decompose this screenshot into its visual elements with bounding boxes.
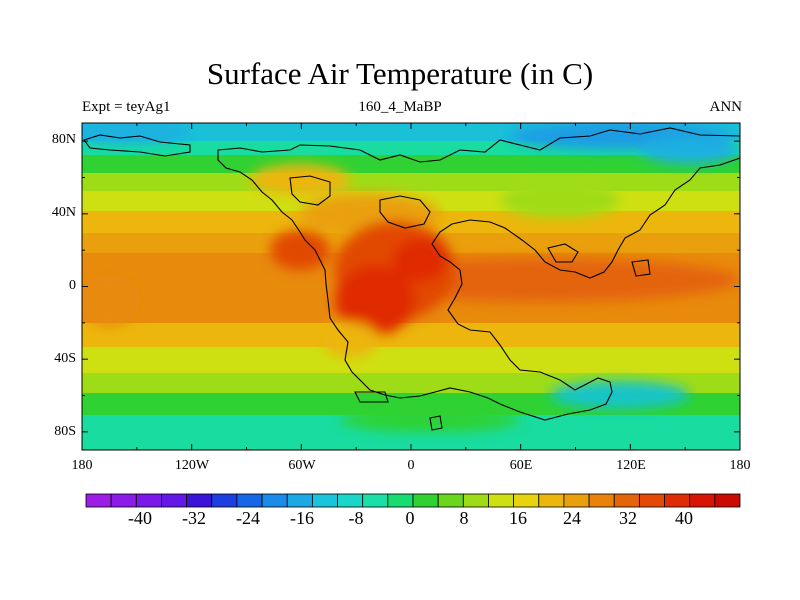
colorbar-label: 0	[405, 508, 415, 528]
season-label: ANN	[709, 99, 743, 115]
coastline-outlines	[83, 127, 740, 431]
north-block	[289, 175, 331, 206]
south-small-island	[429, 415, 443, 431]
south-island	[354, 391, 389, 403]
lat-label-0: 0	[69, 278, 76, 293]
lon-label-180e: 180	[729, 458, 751, 473]
experiment-label: Expt = teyAg1	[82, 99, 171, 115]
east-island	[631, 259, 651, 277]
colorbar-swatch	[638, 493, 665, 508]
central-sea	[379, 195, 431, 229]
lat-label-80n: 80N	[51, 132, 76, 147]
colorbar-swatch	[337, 493, 364, 508]
band-south-amber	[82, 323, 740, 347]
lon-label-60e: 60E	[509, 458, 533, 473]
lat-label-40s: 40S	[54, 351, 76, 366]
lon-label-0: 0	[407, 458, 415, 473]
band-north-green	[82, 155, 740, 173]
colorbar-swatch	[462, 493, 489, 508]
colorbar-swatch	[538, 493, 565, 508]
lat-label-40n: 40N	[51, 205, 76, 220]
colorbar-swatch	[362, 493, 389, 508]
colorbar-swatch	[186, 493, 213, 508]
colorbar-swatch	[236, 493, 263, 508]
colorbar-swatch	[135, 493, 162, 508]
colorbar-label: -32	[182, 508, 206, 528]
colorbar-label: 8	[459, 508, 469, 528]
arctic-island-west	[83, 134, 191, 157]
colorbar-label: 16	[509, 508, 527, 528]
band-south-yellow	[82, 347, 740, 373]
figure-title: Surface Air Temperature (in C)	[206, 56, 594, 91]
colorbar	[85, 493, 741, 508]
colorbar-swatch	[563, 493, 590, 508]
lat-label-80s: 80S	[54, 424, 76, 439]
colorbar-swatch	[387, 493, 414, 508]
colorbar-label: 32	[619, 508, 637, 528]
colorbar-label: 24	[563, 508, 581, 528]
colorbar-label: -40	[128, 508, 152, 528]
colorbar-swatch	[689, 493, 716, 508]
lon-label-60w: 60W	[288, 458, 316, 473]
colorbar-swatch	[286, 493, 313, 508]
pangea-coastline	[217, 127, 740, 421]
period-label: 160_4_MaBP	[358, 99, 442, 115]
colorbar-swatch	[714, 493, 741, 508]
colorbar-swatch	[110, 493, 137, 508]
colorbar-swatch	[85, 493, 112, 508]
colorbar-swatch	[437, 493, 464, 508]
tethys-east-islands	[547, 243, 579, 263]
band-north-yellowgreen	[82, 173, 740, 191]
lon-label-120e: 120E	[616, 458, 646, 473]
colorbar-swatch	[161, 493, 188, 508]
colorbar-label: 40	[675, 508, 693, 528]
colorbar-swatch	[488, 493, 515, 508]
colorbar-swatch	[412, 493, 439, 508]
lon-label-180w: 180	[71, 458, 93, 473]
colorbar-swatch	[613, 493, 640, 508]
colorbar-swatch	[513, 493, 540, 508]
colorbar-swatch	[588, 493, 615, 508]
colorbar-swatch	[211, 493, 238, 508]
colorbar-swatch	[261, 493, 288, 508]
colorbar-label: -8	[348, 508, 364, 528]
lon-label-120w: 120W	[174, 458, 210, 473]
colorbar-label: -24	[236, 508, 260, 528]
colorbar-label: -16	[290, 508, 314, 528]
colorbar-swatch	[664, 493, 691, 508]
colorbar-swatch	[311, 493, 338, 508]
